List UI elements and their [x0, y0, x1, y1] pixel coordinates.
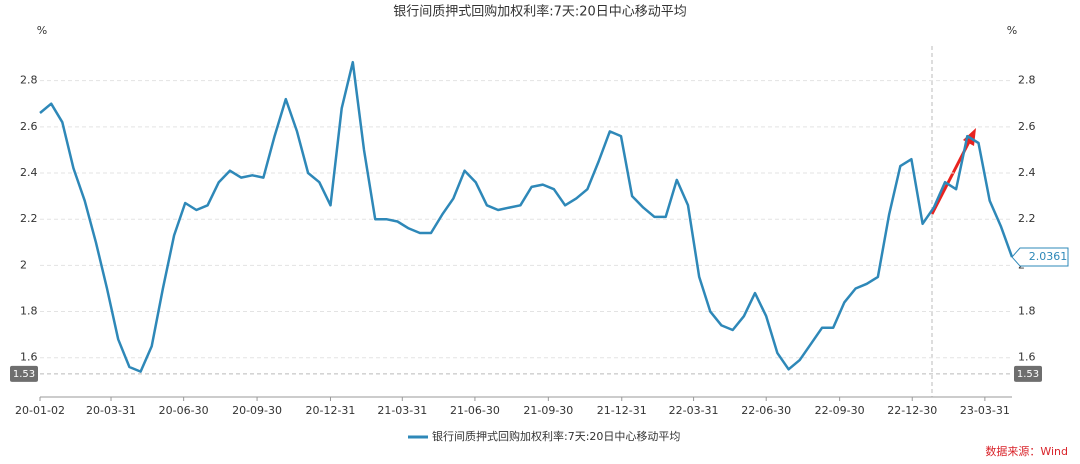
y-tick-label: 1.8 — [20, 305, 38, 318]
x-tick-label: 20-03-31 — [86, 404, 136, 417]
x-tick-label: 22-03-31 — [669, 404, 719, 417]
end-label: 2.0361 — [1029, 250, 1068, 263]
y-tick-label: 2.4 — [20, 166, 38, 179]
y2-tick-label: 2.8 — [1018, 74, 1036, 87]
legend-item: 银行间质押式回购加权利率:7天:20日中心移动平均 — [408, 429, 680, 443]
y-tick-label: 2.6 — [20, 120, 38, 133]
x-tick-label: 21-12-31 — [597, 404, 647, 417]
pointer-label-left-box — [10, 365, 38, 382]
arrow — [930, 128, 976, 215]
end-label-box — [1011, 247, 1069, 267]
x-tick-label: 20-12-31 — [306, 404, 356, 417]
y-tick-label: 1.6 — [20, 351, 38, 364]
pointer-label-right-box — [1014, 365, 1042, 382]
x-tick-label: 22-12-30 — [887, 404, 937, 417]
x-tick-label: 21-03-31 — [377, 404, 427, 417]
x-tick-label: 20-06-30 — [159, 404, 209, 417]
y2-tick-label: 2.6 — [1018, 120, 1036, 133]
y2-tick-label: 2.2 — [1018, 212, 1036, 225]
pointer-label-left: 1.53 — [13, 369, 35, 380]
line-series — [39, 60, 1014, 373]
x-tick-label: 21-09-30 — [523, 404, 573, 417]
y-tick-label: 2.8 — [20, 74, 38, 87]
legend-label: 银行间质押式回购加权利率:7天:20日中心移动平均 — [432, 429, 680, 443]
pointer-label-right: 1.53 — [1017, 369, 1039, 380]
chart-title: 银行间质押式回购加权利率:7天:20日中心移动平均 — [393, 4, 687, 20]
x-tick-label: 22-06-30 — [741, 404, 791, 417]
y2-tick-label: 1.8 — [1018, 305, 1036, 318]
x-tick-label: 23-03-31 — [960, 404, 1010, 417]
y2-unit: % — [1007, 24, 1017, 37]
source: 数据来源：Wind — [985, 444, 1068, 458]
x-tick-label: 20-01-02 — [15, 404, 65, 417]
y2-tick-label: 2.4 — [1018, 166, 1036, 179]
y-tick-label: 2.2 — [20, 212, 38, 225]
x-tick-label: 22-09-30 — [815, 404, 865, 417]
x-tick-label: 21-06-30 — [450, 404, 500, 417]
y-unit: % — [37, 24, 47, 37]
y-tick-label: 2 — [20, 258, 27, 271]
y2-tick-label: 1.6 — [1018, 351, 1036, 364]
x-tick-label: 20-09-30 — [232, 404, 282, 417]
